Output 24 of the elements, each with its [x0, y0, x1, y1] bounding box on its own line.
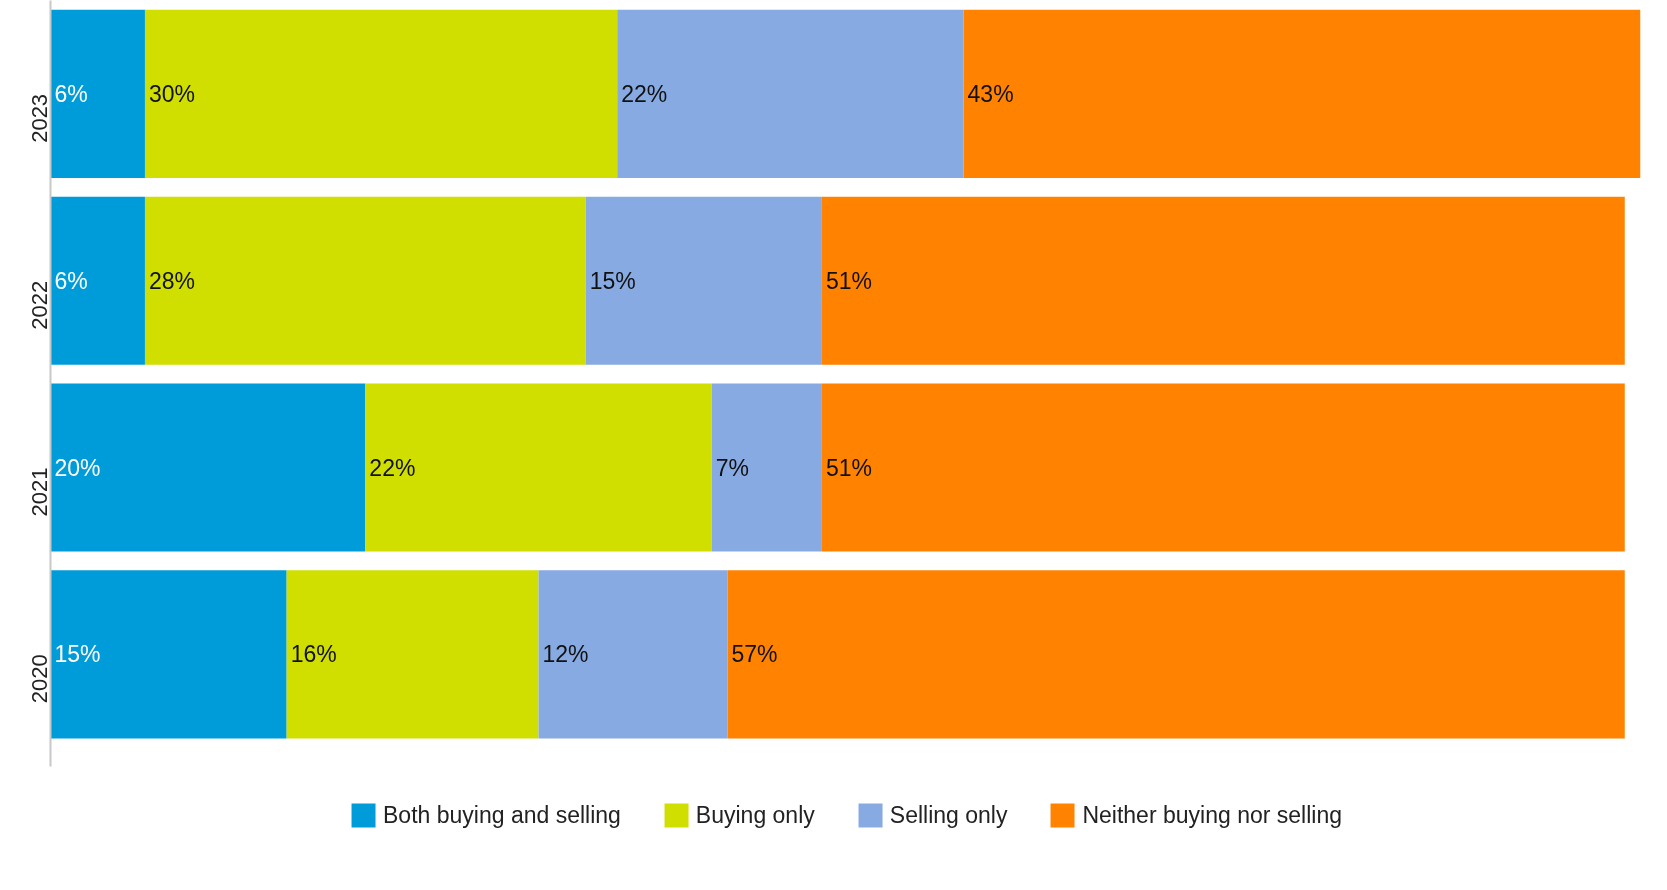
data-label: 28%: [148, 267, 195, 294]
data-label: 6%: [54, 267, 88, 294]
data-label: 43%: [967, 80, 1014, 107]
data-label: 7%: [715, 454, 749, 481]
legend-label: Buying only: [695, 801, 815, 829]
y-tick-label: 2021: [27, 467, 52, 517]
data-label: 15%: [589, 267, 636, 294]
data-label: 51%: [825, 454, 872, 481]
data-label: 15%: [54, 641, 101, 668]
data-label: 30%: [148, 80, 195, 107]
data-label: 51%: [825, 267, 872, 294]
data-label: 57%: [731, 641, 778, 668]
legend-label: Neither buying nor selling: [1082, 801, 1342, 829]
data-label: 6%: [54, 80, 88, 107]
data-label: 22%: [621, 80, 668, 107]
data-label: 16%: [290, 641, 337, 668]
legend-label: Selling only: [889, 801, 1008, 829]
y-tick-label: 2023: [27, 93, 52, 143]
data-label: 20%: [54, 454, 101, 481]
data-label: 12%: [542, 641, 589, 668]
data-label: 22%: [369, 454, 416, 481]
y-tick-label: 2020: [27, 654, 52, 704]
y-tick-label: 2022: [27, 280, 52, 330]
legend-label: Both buying and selling: [383, 801, 621, 829]
